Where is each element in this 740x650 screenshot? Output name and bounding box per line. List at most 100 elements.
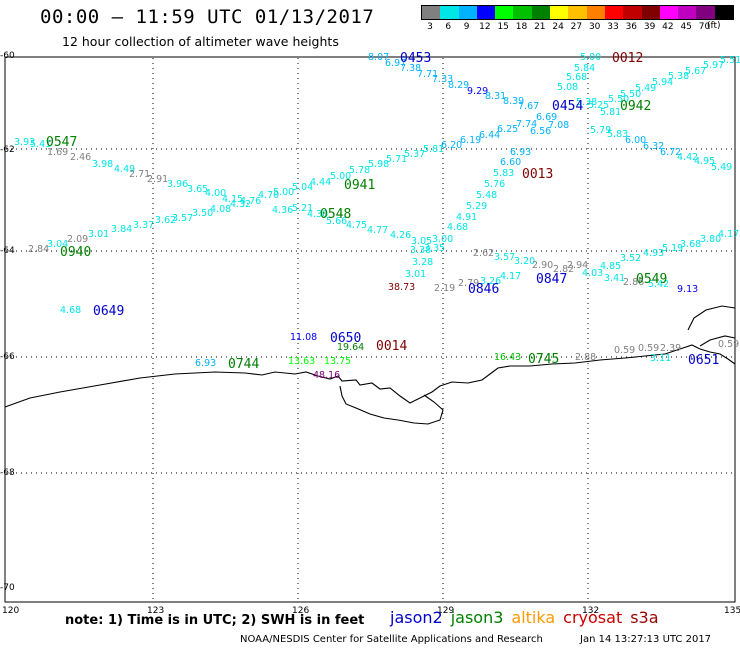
legend-label: 3 [427, 22, 433, 32]
legend-label: 12 [479, 22, 491, 32]
lon-label: 120 [2, 606, 19, 616]
wave-value: 5.78 [349, 165, 370, 176]
wave-value: 5.00 [580, 52, 601, 63]
lat-label: -66 [0, 352, 15, 362]
legend-unit: (ft) [707, 21, 721, 31]
wave-value: 6.60 [500, 157, 521, 168]
legend-label: 33 [607, 22, 619, 32]
wave-value: 2.46 [70, 152, 91, 163]
pass-time-label: 0454 [552, 99, 583, 114]
wave-value: 4.95 [694, 156, 715, 167]
wave-value: 3.57 [172, 213, 193, 224]
footer: NOAA/NESDIS Center for Satellite Applica… [240, 634, 740, 645]
wave-value: 8.31 [485, 91, 506, 102]
wave-value: 3.01 [88, 229, 109, 240]
wave-value: 4.30 [307, 209, 328, 220]
wave-value: 5.49 [635, 83, 656, 94]
wave-value: 6.56 [530, 126, 551, 137]
wave-value: 5.04 [292, 182, 313, 193]
coastline [4, 344, 736, 408]
wave-value: 6.20 [441, 140, 462, 151]
wave-value: 5.49 [711, 162, 732, 173]
satellite-legend: jason2 jason3 altika cryosat s3a [390, 608, 667, 627]
wave-value: 2.90 [532, 260, 553, 271]
wave-value: 5.25 [588, 100, 609, 111]
wave-value: 4.91 [456, 212, 477, 223]
legend-label: 36 [625, 22, 638, 32]
lon-label: 132 [582, 606, 599, 616]
legend-label: 27 [570, 22, 583, 32]
lat-label: -64 [0, 246, 15, 256]
wave-value: 2.71 [129, 169, 150, 180]
wave-value: 4.68 [447, 222, 468, 233]
legend-swatch [714, 6, 734, 19]
pass-time-label: 0846 [468, 282, 499, 297]
wave-values: 8.076.977.387.717.338.299.298.318.397.67… [14, 52, 740, 381]
wave-value: 4.26 [390, 230, 411, 241]
pass-time-label: 0651 [688, 353, 719, 368]
wave-value: 5.50 [608, 94, 629, 105]
wave-value: 4.93 [643, 248, 664, 259]
legend-swatch [568, 6, 587, 19]
wave-value: 2.94 [567, 260, 588, 271]
wave-value: 6.72 [660, 147, 681, 158]
legend-label: 70 [698, 22, 711, 32]
wave-value: 13.63 [288, 356, 315, 367]
wave-value: 7.67 [518, 101, 539, 112]
legend-label: 24 [552, 22, 564, 32]
wave-value: 6.97 [385, 58, 406, 69]
wave-value: 7.71 [417, 69, 438, 80]
wave-value: 8.29 [448, 80, 469, 91]
wave-value: 2.91 [147, 174, 168, 185]
wave-value: 0.59 [614, 345, 635, 356]
wave-value: 5.71 [386, 154, 407, 165]
wave-value: 6.00 [625, 135, 646, 146]
legend-label: 30 [588, 22, 601, 32]
wave-value: 5.83 [607, 129, 628, 140]
legend-label: 42 [662, 22, 674, 32]
wave-value: 19.64 [337, 342, 364, 353]
wave-value: 38.73 [388, 282, 415, 293]
legend-label: 21 [534, 22, 546, 32]
wave-value: 0.59 [638, 343, 659, 354]
wave-value: 4.15 [222, 194, 243, 205]
wave-value: 4.00 [205, 188, 226, 199]
wave-value: 4.68 [60, 305, 81, 316]
wave-value: 7.74 [516, 119, 537, 130]
wave-value: 5.50 [620, 89, 641, 100]
legend-swatch [495, 6, 514, 19]
pass-time-label: 0650 [330, 331, 361, 346]
wave-value: 5.38 [576, 97, 597, 108]
wave-value: 5.81 [600, 107, 621, 118]
wave-value: 9.13 [677, 284, 698, 295]
wave-value: 2.86 [623, 277, 644, 288]
pass-time-label: 0547 [46, 135, 77, 150]
legend-labels: 3 6 9 12 15 18 21 24 27 30 33 36 39 42 45 70 [421, 22, 740, 34]
wave-value: 9.29 [467, 86, 488, 97]
legend-label: 18 [515, 22, 528, 32]
pass-time-label: 0941 [344, 178, 375, 193]
coastline-inlet [339, 385, 444, 425]
wave-value: 4.85 [600, 261, 621, 272]
wave-value: 5.29 [466, 201, 487, 212]
color-legend: 3 6 9 12 15 18 21 24 27 30 33 36 39 42 45 70 [421, 5, 735, 32]
wave-value: 5.00 [273, 187, 294, 198]
pass-time-label: 0847 [536, 272, 567, 287]
pass-time-label: 0942 [620, 99, 651, 114]
wave-value: 3.00 [432, 234, 453, 245]
wave-value: 4.03 [582, 268, 603, 279]
wave-value: 3.37 [133, 220, 154, 231]
legend-swatch [531, 6, 551, 19]
wave-value: 8.39 [503, 96, 524, 107]
lon-label: 129 [437, 606, 454, 616]
legend-swatch [696, 6, 715, 19]
pass-labels: 0453 0012 0454 0942 0547 0013 0941 0548 0940 0846… [46, 51, 719, 372]
wave-value: 6.19 [460, 135, 481, 146]
wave-value: 16.43 [494, 352, 521, 363]
wave-value: 5.37 [404, 149, 425, 160]
wave-value: 3.05 [411, 236, 432, 247]
wave-value: 6.93 [510, 147, 531, 158]
wave-value: 5.84 [574, 63, 595, 74]
lon-label: 135 [724, 606, 740, 616]
